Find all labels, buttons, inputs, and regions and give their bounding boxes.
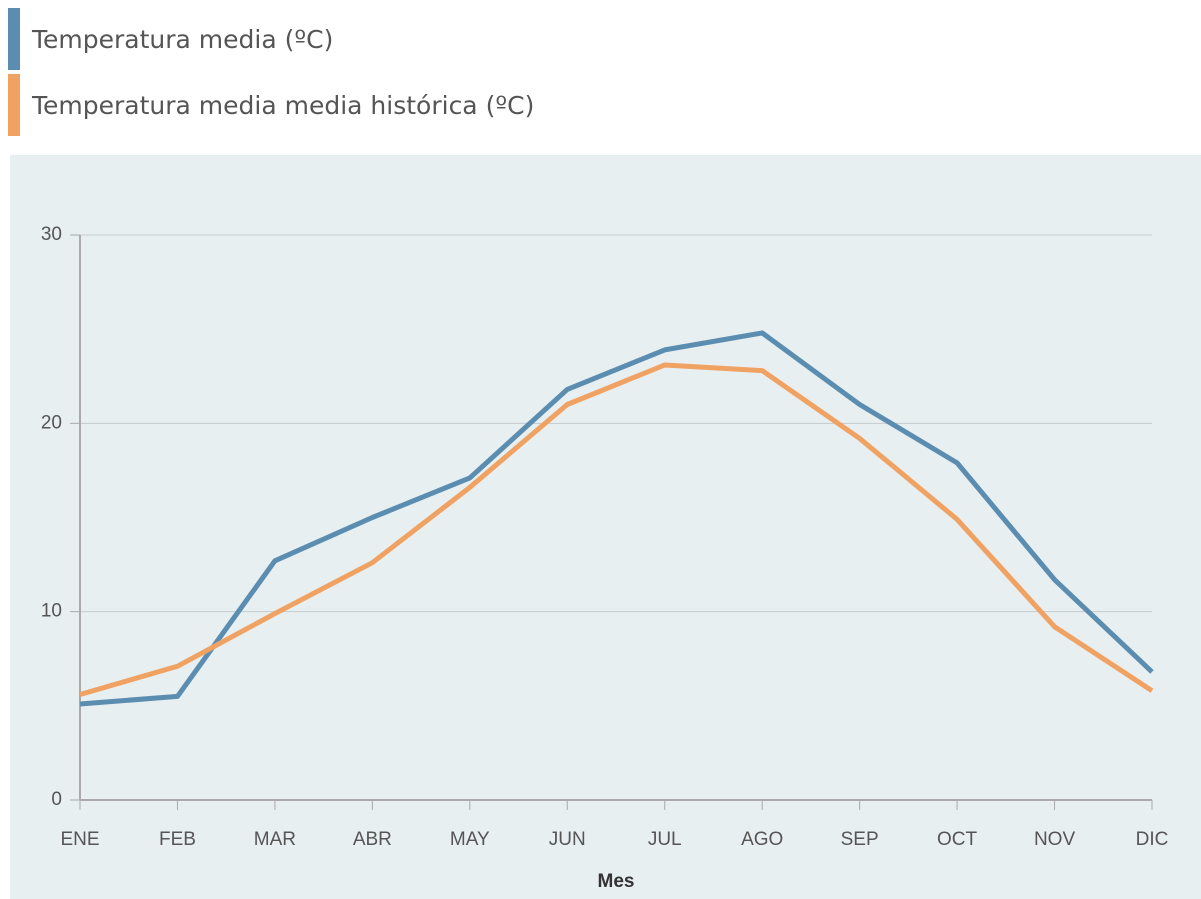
legend-item: Temperatura media (ºC): [8, 8, 333, 70]
x-tick-label: JUN: [549, 829, 586, 850]
x-tick-label: DIC: [1136, 829, 1169, 850]
x-axis-label: Mes: [598, 871, 635, 892]
x-tick-label: ABR: [353, 829, 392, 850]
x-tick-label: OCT: [937, 829, 978, 850]
legend: Temperatura media (ºC) Temperatura media …: [0, 0, 1201, 150]
x-tick-label: NOV: [1034, 829, 1076, 850]
plot-background: [10, 155, 1201, 899]
y-tick-label: 0: [51, 789, 62, 810]
legend-label: Temperatura media (ºC): [32, 24, 334, 54]
legend-label: Temperatura media media histórica (ºC): [32, 90, 535, 120]
x-tick-label: MAY: [450, 829, 490, 850]
x-tick-label: ENE: [60, 829, 99, 850]
series-line: [79, 362, 1154, 697]
x-tick-label: AGO: [741, 829, 783, 850]
series-line: [79, 330, 1154, 707]
legend-swatch: [8, 8, 20, 70]
x-tick-label: MAR: [254, 829, 296, 850]
legend-item: Temperatura media media histórica (ºC): [8, 74, 534, 136]
x-tick-label: JUL: [648, 829, 682, 850]
x-tick-label: SEP: [841, 829, 879, 850]
x-tick-label: FEB: [159, 829, 196, 850]
y-tick-label: 30: [41, 224, 62, 245]
y-tick-label: 20: [41, 412, 62, 433]
y-tick-label: 10: [41, 601, 62, 622]
legend-swatch: [8, 74, 20, 136]
